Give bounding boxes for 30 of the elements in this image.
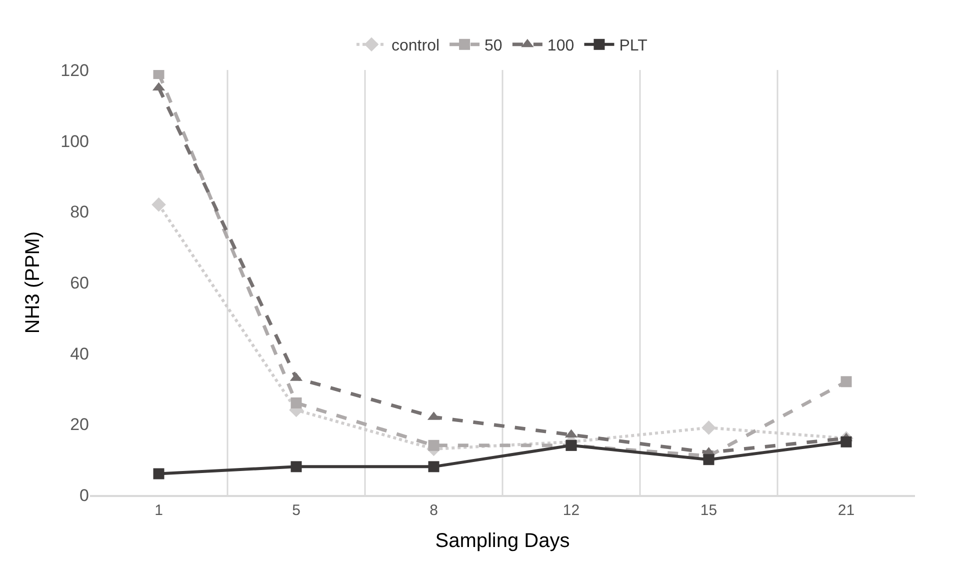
y-tick-label: 100 — [60, 132, 89, 151]
x-tick-label: 21 — [838, 502, 855, 519]
y-tick-label: 0 — [80, 486, 89, 505]
point — [840, 376, 852, 388]
point — [702, 420, 716, 435]
x-tick-label: 15 — [700, 502, 718, 519]
y-axis-title: NH3 (PPM) — [22, 231, 44, 334]
y-tick-label: 20 — [70, 415, 89, 434]
x-tick-label: 1 — [154, 502, 163, 519]
legend-label: control — [392, 38, 440, 55]
y-tick-label: 80 — [70, 202, 89, 222]
y-tick-label: 60 — [70, 273, 89, 292]
legend-label: 100 — [547, 38, 574, 55]
point — [290, 397, 302, 408]
point — [153, 468, 164, 480]
legend-label: 50 — [484, 38, 502, 55]
point — [153, 70, 164, 80]
y-tick-label: 120 — [60, 60, 89, 80]
point — [290, 461, 302, 472]
point — [840, 436, 852, 448]
point — [703, 454, 714, 466]
x-tick-label: 12 — [562, 502, 580, 519]
x-tick-label: 8 — [430, 502, 438, 519]
x-tick-label: 5 — [292, 502, 300, 519]
legend-label: PLT — [619, 38, 648, 55]
x-axis-title: Sampling Days — [435, 530, 570, 552]
point — [152, 197, 166, 212]
point — [428, 440, 440, 451]
point — [428, 461, 440, 472]
y-tick-label: 40 — [70, 344, 89, 364]
